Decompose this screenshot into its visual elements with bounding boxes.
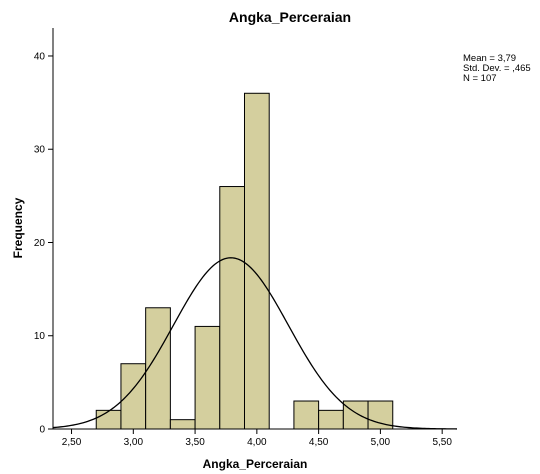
y-tick-label: 0	[39, 425, 45, 436]
histogram-bar	[293, 400, 320, 430]
stat-std-dev: Std. Dev. = ,465	[463, 63, 531, 74]
histogram-bar	[145, 307, 171, 430]
y-tick-label: 30	[34, 145, 46, 156]
histogram-bar	[318, 409, 344, 430]
histogram-bar	[95, 409, 122, 430]
histogram-bar	[219, 186, 245, 430]
y-tick-label: 20	[34, 238, 46, 249]
histogram-bar	[194, 325, 221, 430]
histogram-bar	[367, 400, 394, 430]
x-tick-label: 2,50	[62, 437, 82, 448]
histogram-bar	[243, 92, 270, 430]
chart-title: Angka_Perceraian	[229, 9, 351, 25]
x-tick-label: 4,50	[309, 437, 329, 448]
stat-mean: Mean = 3,79	[463, 53, 516, 64]
histogram-bar	[169, 419, 196, 430]
x-tick-label: 5,50	[432, 437, 452, 448]
x-axis-title: Angka_Perceraian	[203, 457, 308, 471]
histogram-bar	[120, 363, 147, 430]
x-tick-label: 4,00	[247, 437, 267, 448]
y-axis-title: Frequency	[11, 197, 25, 258]
y-ticks-layer: 0 10 20 30 40	[34, 51, 53, 436]
plot-area: 0 10 20 30 40 2,50 3,00 3,50 4,00 4,50 5,00 5,50	[34, 28, 458, 448]
x-tick-label: 5,00	[371, 437, 391, 448]
x-tick-label: 3,50	[185, 437, 205, 448]
histogram-bar	[342, 400, 369, 430]
stat-n: N = 107	[463, 73, 497, 84]
y-tick-label: 10	[34, 331, 46, 342]
x-ticks-layer: 2,50 3,00 3,50 4,00 4,50 5,00 5,50	[62, 429, 452, 448]
bars-layer	[95, 92, 394, 430]
y-tick-label: 40	[34, 51, 46, 62]
normal-curve	[52, 257, 458, 430]
stats-legend: Mean = 3,79 Std. Dev. = ,465 N = 107	[463, 53, 531, 84]
x-tick-label: 3,00	[124, 437, 144, 448]
